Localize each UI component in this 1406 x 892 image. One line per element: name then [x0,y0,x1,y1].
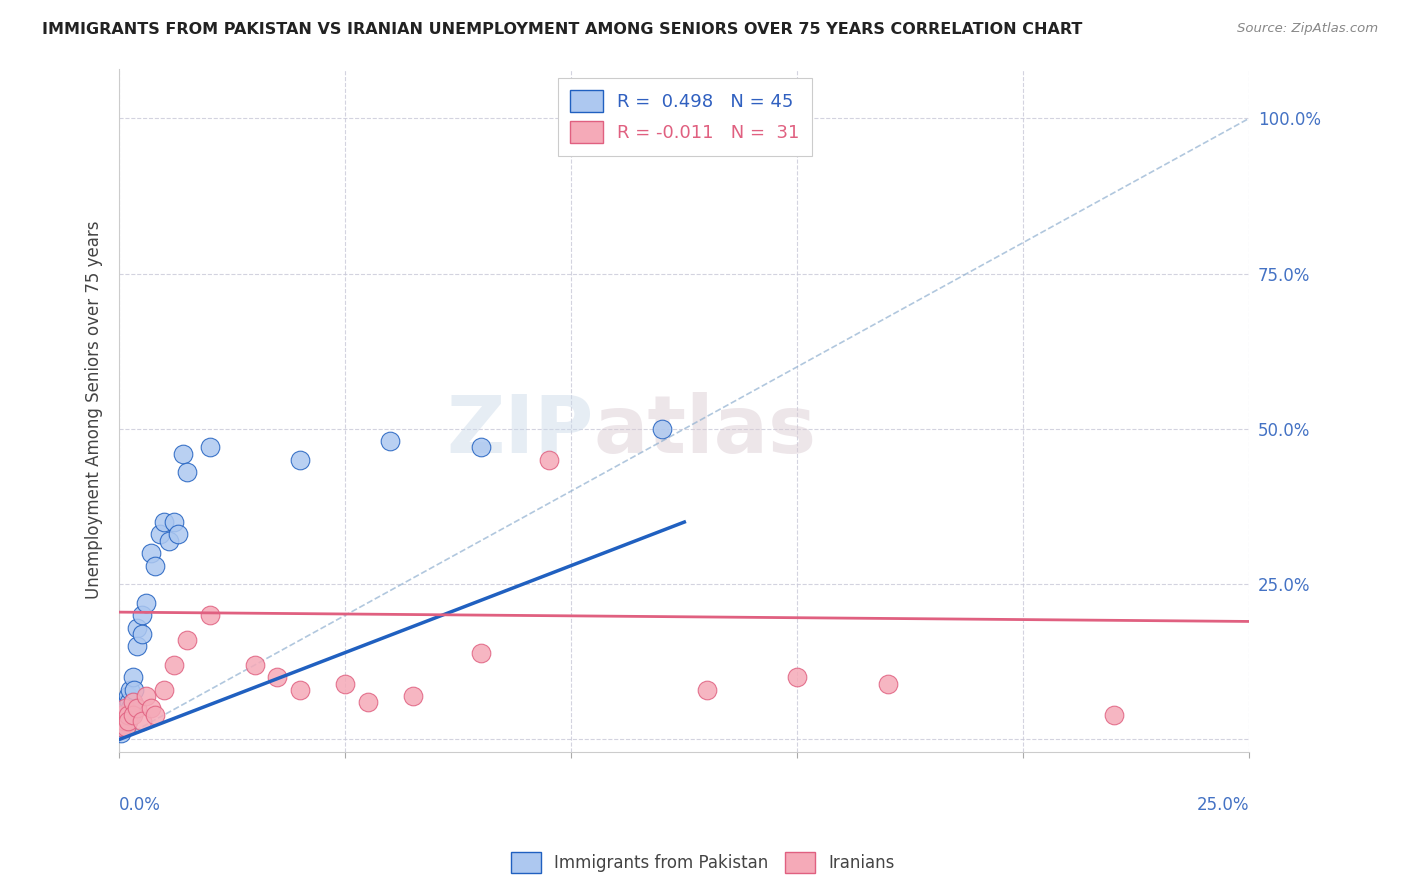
Point [111,720,134,734]
Point [357,695,380,709]
Point [117,714,139,728]
Point [110,720,132,734]
Point [167,527,190,541]
Point [117,707,139,722]
Point [115,714,138,728]
Point [110,720,132,734]
Point [127,640,149,654]
Point [110,714,132,728]
Point [120,707,142,722]
Point [198,608,221,623]
Point [117,689,139,703]
Point [176,466,198,480]
Point [120,701,142,715]
Point [112,714,135,728]
Point [149,527,172,541]
Point [135,596,157,610]
Point [112,714,135,728]
Point [111,714,134,728]
Point [139,546,162,560]
Point [121,695,143,709]
Legend: R =  0.498   N = 45, R = -0.011   N =  31: R = 0.498 N = 45, R = -0.011 N = 31 [558,78,813,156]
Point [470,646,492,660]
Point [115,720,138,734]
Point [380,434,402,449]
Point [157,533,180,548]
Point [121,707,143,722]
Point [108,720,131,734]
Point [1102,707,1125,722]
Point [153,682,176,697]
Point [115,695,138,709]
Point [335,676,357,690]
Point [112,701,135,715]
Point [110,714,132,728]
Point [876,676,898,690]
Point [127,621,149,635]
Point [117,714,139,728]
Point [145,558,167,573]
Point [115,707,138,722]
Point [162,657,184,672]
Point [114,707,136,722]
Point [114,701,136,715]
Point [114,701,136,715]
Point [118,695,141,709]
Point [117,707,139,722]
Point [651,422,673,436]
Y-axis label: Unemployment Among Seniors over 75 years: Unemployment Among Seniors over 75 years [86,221,103,599]
Text: ZIP: ZIP [447,392,593,470]
Point [122,682,145,697]
Point [153,515,176,529]
Point [110,726,132,740]
Text: 0.0%: 0.0% [120,797,162,814]
Text: 25.0%: 25.0% [1197,797,1250,814]
Point [288,453,311,467]
Point [172,447,194,461]
Point [114,720,136,734]
Point [537,453,560,467]
Point [111,707,134,722]
Point [135,689,157,703]
Point [111,707,134,722]
Point [162,515,184,529]
Point [131,627,153,641]
Point [131,714,153,728]
Point [117,701,139,715]
Point [121,695,143,709]
Point [131,608,153,623]
Legend: Immigrants from Pakistan, Iranians: Immigrants from Pakistan, Iranians [505,846,901,880]
Point [470,441,492,455]
Point [198,441,221,455]
Point [243,657,266,672]
Point [145,707,167,722]
Point [786,670,808,684]
Point [118,682,141,697]
Text: Source: ZipAtlas.com: Source: ZipAtlas.com [1237,22,1378,36]
Point [121,670,143,684]
Text: atlas: atlas [593,392,817,470]
Point [696,682,718,697]
Text: IMMIGRANTS FROM PAKISTAN VS IRANIAN UNEMPLOYMENT AMONG SENIORS OVER 75 YEARS COR: IMMIGRANTS FROM PAKISTAN VS IRANIAN UNEM… [42,22,1083,37]
Point [127,701,149,715]
Point [288,682,311,697]
Point [402,689,425,703]
Point [266,670,288,684]
Point [176,633,198,648]
Point [139,701,162,715]
